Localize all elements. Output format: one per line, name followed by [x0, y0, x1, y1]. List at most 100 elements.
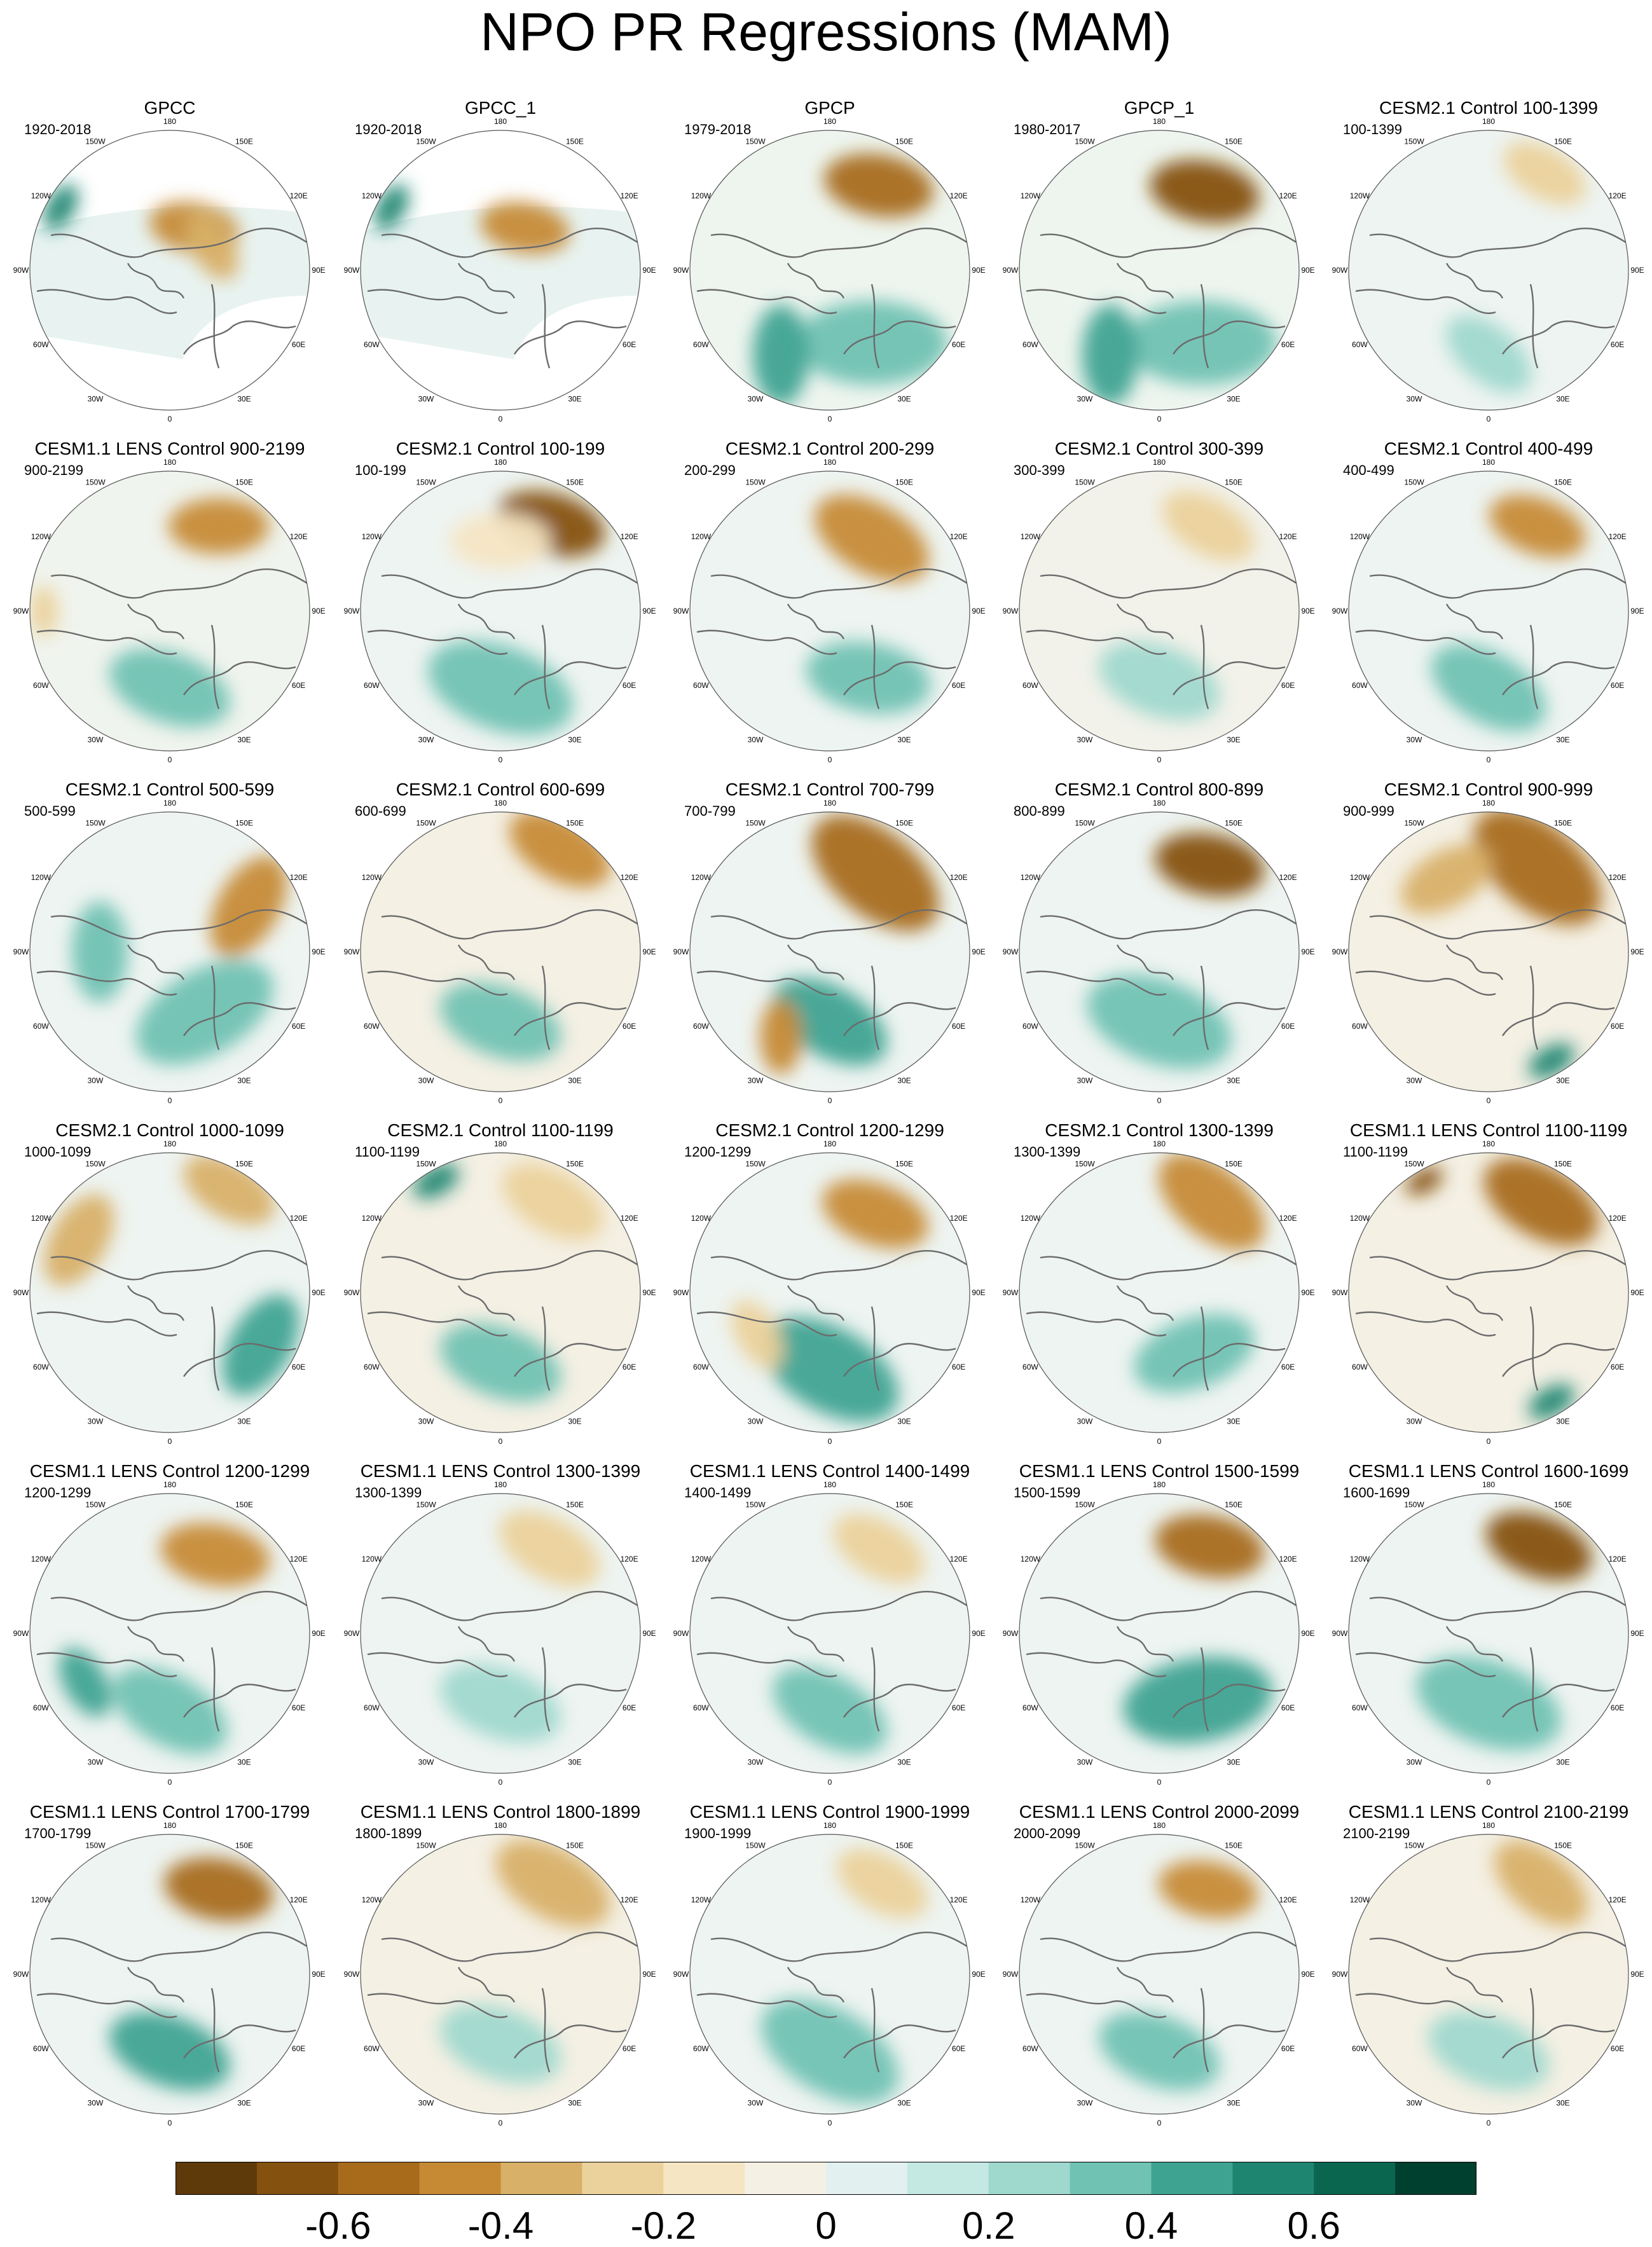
- longitude-label: 90E: [972, 1629, 985, 1638]
- longitude-label: 60E: [623, 1363, 636, 1371]
- longitude-label: 180: [163, 1139, 176, 1148]
- longitude-label: 150E: [1225, 1500, 1242, 1509]
- coastline: [1445, 944, 1504, 980]
- map-border: [1348, 471, 1629, 752]
- colorbar-swatch: [663, 2162, 745, 2195]
- coastline: [1502, 1002, 1615, 1036]
- coastline: [514, 1343, 627, 1377]
- longitude-label: 30E: [568, 1417, 581, 1426]
- polar-map: 180 150W 150E 120W 120E 90W 90E 60W 60E 30W 30E 0: [673, 1139, 986, 1446]
- longitude-label: 180: [1482, 117, 1495, 126]
- longitude-label: 30W: [418, 1417, 434, 1426]
- longitude-label: 0: [1157, 1096, 1162, 1105]
- longitude-label: 120E: [621, 191, 638, 200]
- coastline: [50, 1931, 308, 1962]
- longitude-label: 90W: [673, 1970, 689, 1979]
- negative-anomaly: [1162, 491, 1255, 561]
- colorbar-swatch: [1151, 2162, 1233, 2195]
- longitude-label: 60W: [364, 1363, 380, 1371]
- positive-anomaly: [135, 959, 274, 1065]
- longitude-label: 120W: [1021, 1895, 1041, 1904]
- panel-title: GPCC: [144, 98, 196, 118]
- map-border: [1019, 1493, 1300, 1774]
- longitude-label: 180: [494, 1821, 507, 1830]
- coastline: [50, 568, 308, 599]
- map-border: [29, 130, 310, 411]
- map-border: [29, 1493, 310, 1774]
- panel-period: 1920-2018: [24, 121, 92, 137]
- map-panel: 180 150W 150E 120W 120E 90W 90E 60W 60E 30W 30E 0 CE…: [8, 777, 332, 1114]
- longitude-label: 0: [499, 755, 503, 764]
- longitude-label: 150E: [566, 818, 584, 827]
- longitude-label: 30W: [418, 1076, 434, 1085]
- coastline: [367, 970, 508, 996]
- longitude-label: 0: [168, 1778, 172, 1787]
- coastline: [367, 1652, 508, 1677]
- coastline: [1502, 320, 1615, 355]
- polar-map: 180 150W 150E 120W 120E 90W 90E 60W 60E 30W 30E 0: [344, 458, 656, 764]
- longitude-label: 180: [494, 117, 507, 126]
- positive-anomaly: [112, 1666, 228, 1754]
- panel-period: 800-899: [1014, 803, 1065, 819]
- panel-title: CESM2.1 Control 500-599: [65, 780, 275, 799]
- coastline: [541, 624, 551, 710]
- longitude-label: 90W: [344, 266, 360, 275]
- coastline: [127, 1626, 185, 1662]
- coastline: [1369, 227, 1627, 258]
- longitude-label: 90W: [1003, 1970, 1019, 1979]
- longitude-label: 30E: [897, 395, 911, 404]
- longitude-label: 0: [499, 1437, 503, 1446]
- panel-period: 300-399: [1014, 462, 1065, 478]
- positive-anomaly: [761, 1317, 899, 1422]
- longitude-label: 30W: [748, 736, 764, 745]
- negative-anomaly: [502, 1163, 603, 1240]
- longitude-label: 180: [1482, 1480, 1495, 1489]
- longitude-label: 60W: [1022, 340, 1038, 349]
- longitude-label: 120E: [950, 532, 968, 541]
- polar-map: 180 150W 150E 120W 120E 90W 90E 60W 60E 30W 30E 0: [1003, 1480, 1315, 1787]
- coastline: [871, 624, 880, 710]
- map-panel: 180 150W 150E 120W 120E 90W 90E 60W 60E 30W 30E 0 CE…: [338, 1118, 663, 1455]
- longitude-label: 120E: [290, 191, 308, 200]
- longitude-label: 150W: [1404, 1841, 1424, 1850]
- coastline: [1445, 1967, 1504, 2003]
- longitude-label: 150W: [745, 1500, 766, 1509]
- positive-anomaly: [440, 2005, 561, 2084]
- negative-anomaly: [1400, 844, 1493, 914]
- longitude-label: 150E: [235, 478, 253, 486]
- colorbar-swatches: [176, 2162, 1477, 2195]
- longitude-label: 90E: [312, 1629, 325, 1638]
- longitude-label: 30W: [418, 2099, 434, 2108]
- colorbar-swatch: [1395, 2162, 1477, 2195]
- map-panel: 180 150W 150E 120W 120E 90W 90E 60W 60E 30W 30E 0 GP…: [997, 95, 1321, 432]
- longitude-label: 90E: [642, 947, 656, 956]
- map-panel: 180 150W 150E 120W 120E 90W 90E 60W 60E 30W 30E 0 CE…: [668, 436, 992, 773]
- longitude-label: 150W: [1404, 818, 1424, 827]
- longitude-label: 30E: [1227, 1417, 1240, 1426]
- longitude-label: 0: [168, 1437, 172, 1446]
- colorbar-tick-label: -0.4: [467, 2204, 534, 2247]
- coastline: [1355, 1993, 1496, 2018]
- coastline: [1173, 1343, 1286, 1377]
- panel-period: 1300-1399: [355, 1485, 422, 1501]
- longitude-label: 120W: [1350, 532, 1370, 541]
- longitude-label: 120E: [290, 1555, 308, 1563]
- longitude-label: 120W: [362, 873, 382, 882]
- coastline: [1529, 624, 1539, 710]
- map-border: [689, 1152, 970, 1433]
- longitude-label: 90E: [1301, 947, 1314, 956]
- polar-map: 180 150W 150E 120W 120E 90W 90E 60W 60E 30W 30E 0: [13, 799, 326, 1105]
- coastline: [541, 965, 551, 1050]
- positive-anomaly: [59, 1647, 111, 1717]
- longitude-label: 30W: [1407, 2099, 1422, 2108]
- panel-period: 1300-1399: [1014, 1144, 1081, 1160]
- panel-title: CESM1.1 LENS Control 1700-1799: [29, 1802, 310, 1822]
- panel-title: CESM1.1 LENS Control 2000-2099: [1019, 1802, 1300, 1822]
- longitude-label: 90E: [972, 607, 985, 615]
- longitude-label: 150W: [1075, 1159, 1095, 1168]
- longitude-label: 30E: [237, 1758, 251, 1767]
- longitude-label: 120W: [31, 873, 52, 882]
- longitude-label: 60E: [292, 1363, 305, 1371]
- coastline: [514, 1002, 627, 1036]
- longitude-label: 0: [499, 1096, 503, 1105]
